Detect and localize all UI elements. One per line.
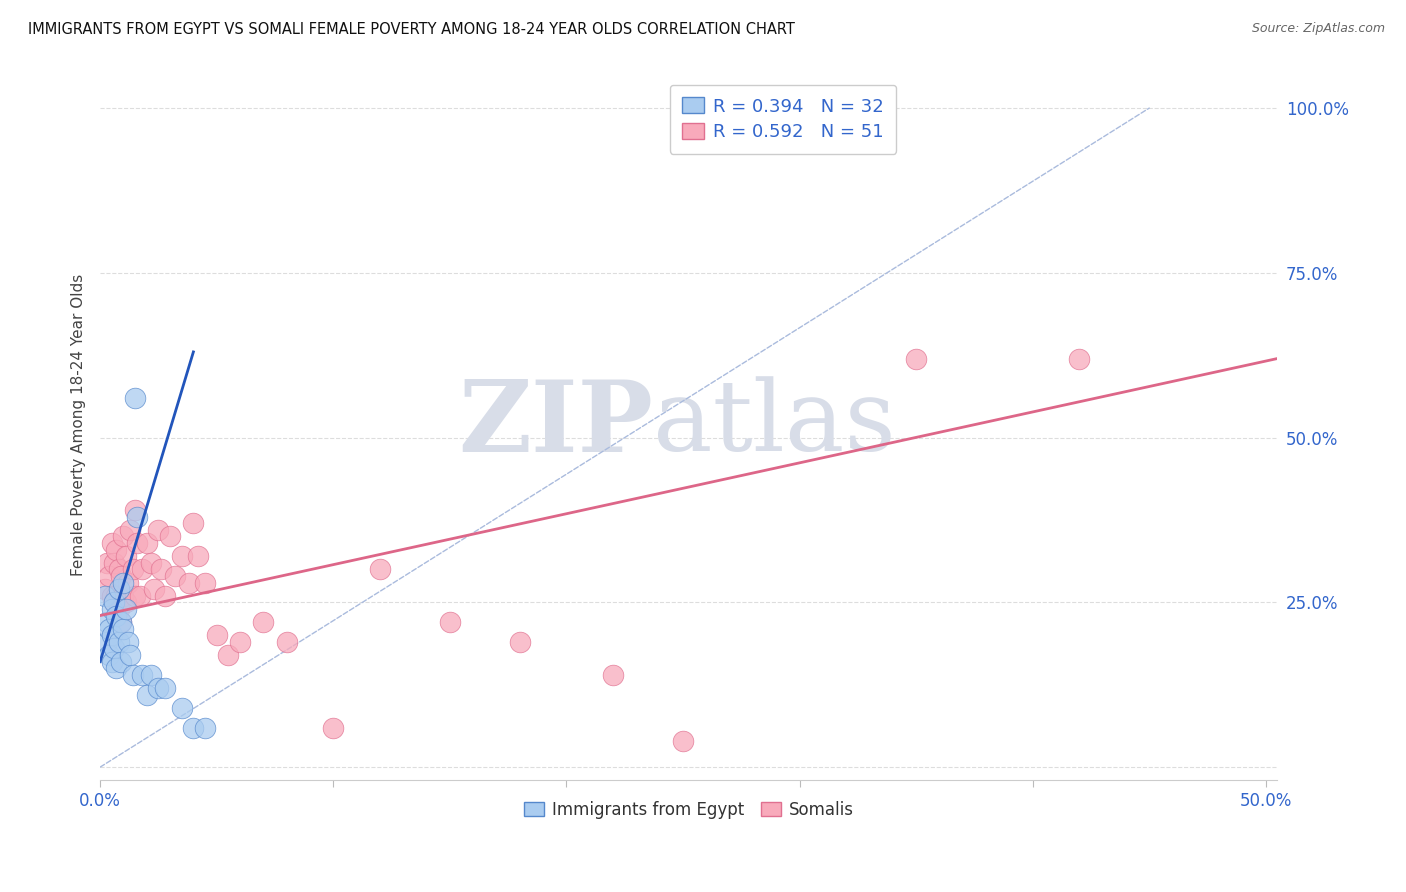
- Point: [439, 615, 461, 629]
- Point: [107, 635, 129, 649]
- Point: [217, 648, 239, 662]
- Point: [148, 681, 170, 695]
- Text: ZIP: ZIP: [458, 376, 654, 473]
- Point: [141, 556, 163, 570]
- Point: [110, 655, 132, 669]
- Point: [149, 562, 172, 576]
- Point: [183, 721, 205, 735]
- Point: [101, 602, 124, 616]
- Point: [672, 733, 695, 747]
- Point: [110, 615, 132, 629]
- Point: [127, 536, 149, 550]
- Point: [110, 569, 132, 583]
- Point: [155, 681, 177, 695]
- Point: [124, 503, 146, 517]
- Point: [194, 575, 217, 590]
- Point: [276, 635, 298, 649]
- Text: atlas: atlas: [654, 376, 896, 472]
- Point: [135, 536, 157, 550]
- Point: [141, 668, 163, 682]
- Point: [105, 608, 128, 623]
- Point: [107, 562, 129, 576]
- Point: [114, 602, 136, 616]
- Point: [94, 589, 117, 603]
- Point: [905, 351, 928, 366]
- Point: [229, 635, 252, 649]
- Point: [98, 622, 121, 636]
- Point: [96, 635, 118, 649]
- Point: [183, 516, 205, 531]
- Point: [322, 721, 344, 735]
- Point: [105, 661, 128, 675]
- Point: [1069, 351, 1091, 366]
- Point: [103, 595, 125, 609]
- Point: [142, 582, 165, 597]
- Point: [112, 575, 135, 590]
- Legend: Immigrants from Egypt, Somalis: Immigrants from Egypt, Somalis: [517, 794, 860, 825]
- Point: [128, 589, 150, 603]
- Point: [101, 655, 124, 669]
- Point: [509, 635, 531, 649]
- Point: [170, 549, 193, 564]
- Y-axis label: Female Poverty Among 18-24 Year Olds: Female Poverty Among 18-24 Year Olds: [72, 273, 86, 575]
- Point: [135, 688, 157, 702]
- Point: [155, 589, 177, 603]
- Point: [127, 509, 149, 524]
- Point: [94, 582, 117, 597]
- Point: [96, 556, 118, 570]
- Point: [170, 701, 193, 715]
- Point: [117, 575, 139, 590]
- Point: [148, 523, 170, 537]
- Point: [187, 549, 209, 564]
- Point: [112, 622, 135, 636]
- Point: [121, 668, 143, 682]
- Point: [103, 556, 125, 570]
- Point: [105, 542, 128, 557]
- Point: [124, 391, 146, 405]
- Point: [121, 562, 143, 576]
- Point: [107, 582, 129, 597]
- Point: [101, 628, 124, 642]
- Point: [114, 595, 136, 609]
- Point: [98, 569, 121, 583]
- Point: [120, 648, 142, 662]
- Point: [107, 602, 129, 616]
- Point: [101, 536, 124, 550]
- Point: [194, 721, 217, 735]
- Point: [131, 668, 153, 682]
- Point: [112, 589, 135, 603]
- Point: [159, 529, 181, 543]
- Text: Source: ZipAtlas.com: Source: ZipAtlas.com: [1251, 22, 1385, 36]
- Point: [205, 628, 228, 642]
- Point: [177, 575, 200, 590]
- Point: [117, 635, 139, 649]
- Point: [252, 615, 274, 629]
- Point: [120, 523, 142, 537]
- Point: [124, 589, 146, 603]
- Point: [96, 615, 118, 629]
- Point: [110, 615, 132, 629]
- Text: IMMIGRANTS FROM EGYPT VS SOMALI FEMALE POVERTY AMONG 18-24 YEAR OLDS CORRELATION: IMMIGRANTS FROM EGYPT VS SOMALI FEMALE P…: [28, 22, 794, 37]
- Point: [101, 589, 124, 603]
- Point: [131, 562, 153, 576]
- Point: [114, 549, 136, 564]
- Point: [112, 529, 135, 543]
- Point: [602, 668, 624, 682]
- Point: [98, 648, 121, 662]
- Point: [105, 589, 128, 603]
- Point: [163, 569, 186, 583]
- Point: [103, 641, 125, 656]
- Point: [103, 595, 125, 609]
- Point: [368, 562, 391, 576]
